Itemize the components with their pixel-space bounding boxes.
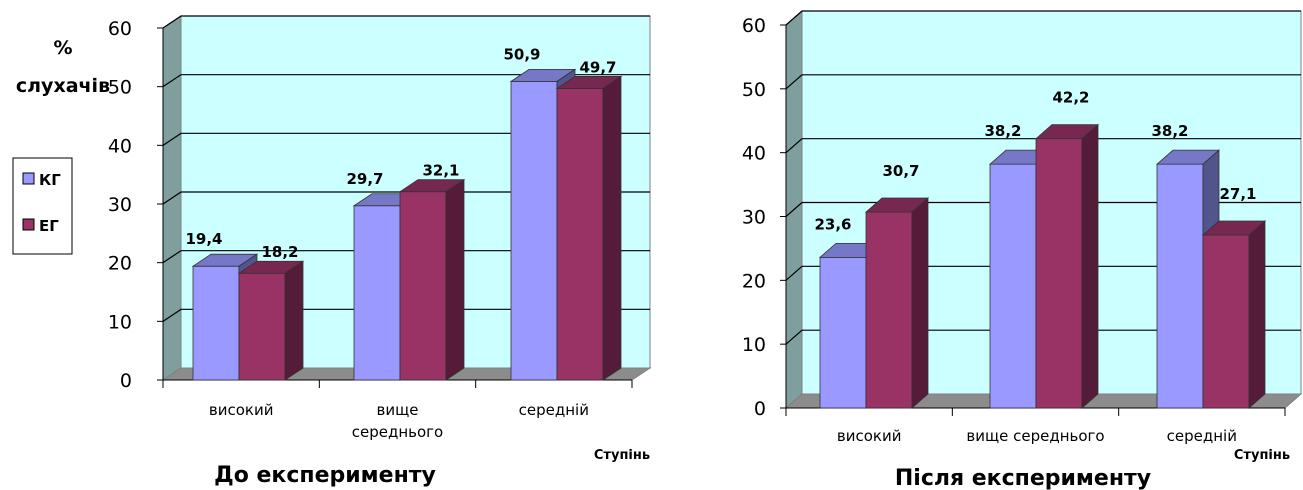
bar-side xyxy=(602,75,622,381)
data-label: 38,2 xyxy=(984,122,1021,140)
data-label: 32,1 xyxy=(422,162,459,180)
data-label: 23,6 xyxy=(814,215,851,233)
chart-title: Після експерименту xyxy=(895,466,1151,490)
category-label: середній xyxy=(1167,427,1237,445)
bar-eg xyxy=(1201,220,1267,409)
category-label: високий xyxy=(209,401,274,419)
legend: КГ ЕГ xyxy=(12,157,73,255)
gridline xyxy=(162,250,650,264)
data-label: 49,7 xyxy=(579,58,616,76)
gridline xyxy=(162,132,650,146)
bar-eg xyxy=(555,75,623,381)
data-label: 50,9 xyxy=(503,45,540,63)
data-label: 18,2 xyxy=(261,243,298,261)
y-axis-label-line2: слухачів xyxy=(16,75,110,97)
bar-eg xyxy=(864,197,930,409)
bar-front xyxy=(989,163,1037,409)
bar-front xyxy=(192,265,240,381)
data-label: 29,7 xyxy=(346,170,383,188)
bar-side xyxy=(284,260,304,381)
bar-eg xyxy=(237,260,305,381)
y-tick-label: 60 xyxy=(742,15,766,37)
y-tick-label: 40 xyxy=(742,143,766,165)
category-label: середній xyxy=(519,401,589,419)
data-label: 27,1 xyxy=(1219,185,1256,203)
gridline xyxy=(785,138,1301,154)
bar-front xyxy=(1035,138,1083,409)
data-label: 42,2 xyxy=(1052,89,1089,107)
category-label: вище середнього xyxy=(352,401,443,441)
bar-kg xyxy=(1155,149,1221,409)
category-label: вище середнього xyxy=(966,427,1104,445)
bar-front xyxy=(556,88,604,381)
gridline xyxy=(785,329,1301,345)
y-tick-label: 30 xyxy=(742,207,766,229)
chart-before: 0 10 20 30 40 50 60 високий вище середнього середн… xyxy=(16,15,652,488)
y-tick-label: 10 xyxy=(108,311,132,333)
gridline xyxy=(785,74,1301,90)
bar-side xyxy=(445,178,465,381)
category-label: високий xyxy=(837,427,902,445)
bar-front xyxy=(1202,234,1250,409)
gridline xyxy=(785,265,1301,281)
gridline xyxy=(785,10,1301,26)
x-axis-label: Ступінь xyxy=(1234,448,1290,463)
y-tick-label: 30 xyxy=(108,194,132,216)
y-axis-label-line1: % xyxy=(53,37,72,59)
x-axis-label: Ступінь xyxy=(594,448,650,463)
y-tick-label: 40 xyxy=(108,135,132,157)
bar-side xyxy=(1081,123,1099,409)
legend-swatch xyxy=(22,218,35,231)
gridline xyxy=(785,201,1301,217)
data-label: 30,7 xyxy=(882,162,919,180)
y-tick-label: 60 xyxy=(108,18,132,40)
bar-front xyxy=(510,80,558,381)
y-tick-label: 0 xyxy=(120,370,132,392)
bar-side xyxy=(1248,220,1266,409)
gridline xyxy=(162,15,650,29)
y-tick-label: 0 xyxy=(754,398,766,420)
bar-side xyxy=(911,197,929,409)
bar-eg xyxy=(1034,123,1100,409)
gridline xyxy=(162,74,650,88)
bar-front xyxy=(399,191,447,381)
bar-eg xyxy=(398,178,466,381)
gridline xyxy=(162,308,650,322)
y-tick-label: 10 xyxy=(742,334,766,356)
legend-label: КГ xyxy=(39,171,61,189)
legend-swatch xyxy=(22,172,35,185)
y-tick-label: 50 xyxy=(108,77,132,99)
bar-front xyxy=(819,256,867,409)
bar-front xyxy=(865,211,913,409)
legend-label: ЕГ xyxy=(39,217,59,235)
chart-after: 0 10 20 30 40 50 60 високий вище середнього серед… xyxy=(742,9,1303,490)
gridline xyxy=(162,191,650,205)
y-tick-label: 20 xyxy=(742,270,766,292)
data-label: 19,4 xyxy=(185,230,222,248)
bar-front xyxy=(1156,163,1204,409)
y-tick-label: 20 xyxy=(108,253,132,275)
bar-front xyxy=(353,205,401,381)
chart-title: До експерименту xyxy=(214,463,436,488)
bar-front xyxy=(238,272,286,381)
data-label: 38,2 xyxy=(1151,122,1188,140)
y-tick-label: 50 xyxy=(742,79,766,101)
